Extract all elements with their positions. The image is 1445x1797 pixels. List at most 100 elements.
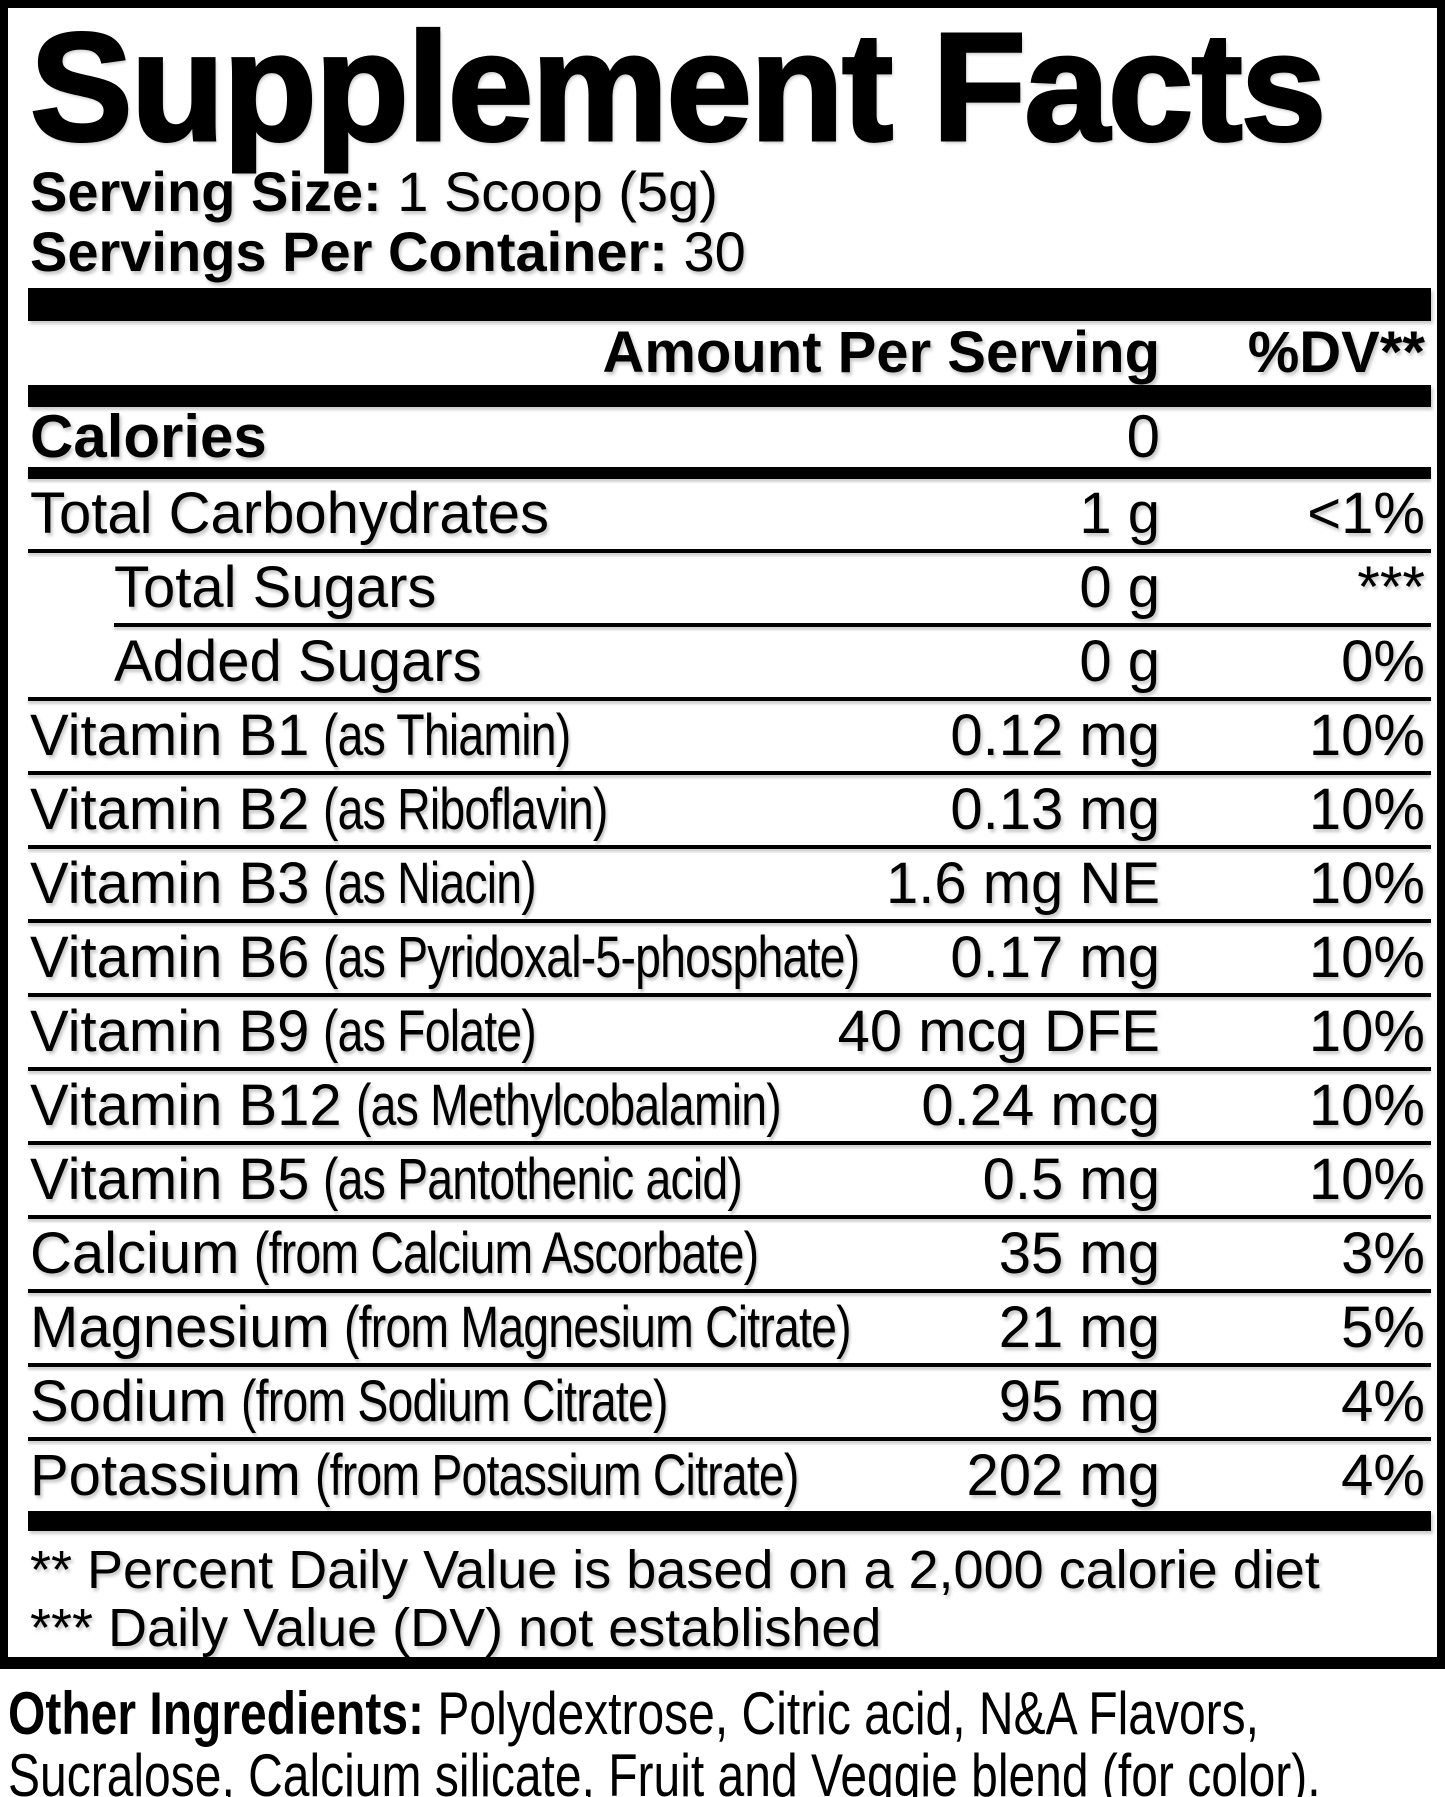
nutrient-row: Vitamin B9 (as Folate) 40 mcg DFE 10% — [8, 997, 1437, 1067]
amount-per-serving-header: Amount Per Serving — [602, 320, 1160, 385]
calories-label: Calories — [30, 403, 267, 470]
row-separator — [28, 1363, 1431, 1367]
nutrient-amount: 35 mg — [998, 1221, 1160, 1286]
nutrient-name: Vitamin B6 — [30, 925, 310, 990]
nutrient-name: Sodium — [30, 1369, 227, 1434]
nutrient-amount: 0 g — [1079, 629, 1160, 694]
nutrient-row: Total Sugars 0 g *** — [8, 553, 1437, 623]
nutrient-amount: 21 mg — [998, 1295, 1160, 1360]
other-ingredients: Other Ingredients: Polydextrose, Citric … — [0, 1669, 1445, 1797]
nutrient-name: Potassium — [30, 1443, 301, 1508]
nutrient-source-detail: (from Sodium Citrate) — [240, 1369, 668, 1434]
nutrient-source-detail: (as Niacin) — [323, 851, 537, 916]
nutrient-dv: *** — [1357, 555, 1425, 620]
footnote-dv-basis: ** Percent Daily Value is based on a 2,0… — [30, 1540, 1320, 1600]
other-ingredients-text: Polydextrose, Citric acid, N&A Flavors, … — [8, 1680, 1321, 1797]
servings-per-container-value: 30 — [683, 220, 746, 283]
row-separator — [114, 623, 1431, 627]
nutrient-row: Vitamin B3 (as Niacin) 1.6 mg NE 10% — [8, 849, 1437, 919]
nutrient-dv: 10% — [1308, 1073, 1425, 1138]
row-separator — [28, 845, 1431, 849]
serving-size-label: Serving Size: — [30, 160, 382, 223]
nutrient-row: Total Carbohydrates 1 g <1% — [8, 479, 1437, 549]
row-separator — [28, 993, 1431, 997]
nutrient-amount: 40 mcg DFE — [837, 999, 1160, 1064]
nutrient-amount: 0.5 mg — [982, 1147, 1160, 1212]
row-separator — [28, 697, 1431, 701]
nutrient-name: Calcium — [30, 1221, 240, 1286]
nutrient-dv: 0% — [1341, 629, 1425, 694]
footnote-divider-bar — [28, 1511, 1431, 1531]
nutrient-dv: 10% — [1308, 851, 1425, 916]
nutrient-name: Vitamin B1 — [30, 703, 310, 768]
nutrient-name: Vitamin B2 — [30, 777, 310, 842]
nutrient-name: Vitamin B9 — [30, 999, 310, 1064]
nutrient-row: Potassium (from Potassium Citrate) 202 mg… — [8, 1441, 1437, 1511]
nutrient-row: Vitamin B2 (as Riboflavin) 0.13 mg 10% — [8, 775, 1437, 845]
supplement-facts-panel: Supplement Facts Serving Size: 1 Scoop (… — [0, 0, 1445, 1669]
nutrient-row: Vitamin B6 (as Pyridoxal-5-phosphate) 0.1… — [8, 923, 1437, 993]
nutrient-dv: 3% — [1341, 1221, 1425, 1286]
table-header-row: Amount Per Serving %DV** — [8, 321, 1437, 385]
nutrient-source-detail: (as Pantothenic acid) — [323, 1147, 743, 1212]
nutrient-row: Vitamin B12 (as Methylcobalamin) 0.24 mcg… — [8, 1071, 1437, 1141]
other-ingredients-label: Other Ingredients: — [8, 1680, 425, 1747]
nutrient-dv: 10% — [1308, 777, 1425, 842]
nutrient-dv: <1% — [1307, 481, 1425, 546]
nutrient-amount: 0.24 mcg — [921, 1073, 1160, 1138]
nutrient-row: Vitamin B5 (as Pantothenic acid) 0.5 mg 1… — [8, 1145, 1437, 1215]
panel-title: Supplement Facts — [29, 1, 1328, 173]
nutrient-source-detail: (as Folate) — [323, 999, 537, 1064]
nutrient-name: Magnesium — [30, 1295, 330, 1360]
nutrient-row: Added Sugars 0 g 0% — [8, 627, 1437, 697]
nutrient-amount: 0.12 mg — [950, 703, 1160, 768]
nutrient-source-detail: (as Pyridoxal-5-phosphate) — [323, 925, 860, 990]
row-separator — [28, 1437, 1431, 1441]
row-separator — [28, 771, 1431, 775]
serving-size-value: 1 Scoop (5g) — [397, 160, 718, 223]
nutrient-source-detail: (as Thiamin) — [323, 703, 571, 768]
nutrient-row: Vitamin B1 (as Thiamin) 0.12 mg 10% — [8, 701, 1437, 771]
calories-row: Calories 0 — [8, 407, 1437, 467]
nutrient-row: Calcium (from Calcium Ascorbate) 35 mg 3% — [8, 1219, 1437, 1289]
nutrient-row: Magnesium (from Magnesium Citrate) 21 mg … — [8, 1293, 1437, 1363]
nutrient-row: Sodium (from Sodium Citrate) 95 mg 4% — [8, 1367, 1437, 1437]
nutrient-rows: Total Carbohydrates 1 g <1% Total Sugars… — [8, 479, 1437, 1511]
nutrient-dv: 5% — [1341, 1295, 1425, 1360]
calories-amount: 0 — [1126, 403, 1160, 470]
nutrient-name: Total Carbohydrates — [30, 481, 550, 546]
nutrient-source-detail: (as Methylcobalamin) — [355, 1073, 782, 1138]
row-separator — [28, 919, 1431, 923]
top-divider-bar — [28, 288, 1431, 321]
serving-size-line: Serving Size: 1 Scoop (5g) — [8, 162, 1437, 222]
servings-per-container-label: Servings Per Container: — [30, 220, 668, 283]
nutrient-name: Vitamin B3 — [30, 851, 310, 916]
nutrient-amount: 1.6 mg NE — [886, 851, 1160, 916]
nutrient-amount: 1 g — [1079, 481, 1160, 546]
row-separator — [28, 1289, 1431, 1293]
nutrient-source-detail: (from Calcium Ascorbate) — [253, 1221, 759, 1286]
nutrient-amount: 202 mg — [966, 1443, 1160, 1508]
nutrient-dv: 10% — [1308, 925, 1425, 990]
row-separator — [28, 1215, 1431, 1219]
percent-dv-header: %DV** — [1247, 320, 1425, 385]
nutrient-name: Added Sugars — [114, 629, 482, 694]
nutrient-dv: 10% — [1308, 999, 1425, 1064]
nutrient-amount: 0.17 mg — [950, 925, 1160, 990]
nutrient-amount: 0 g — [1079, 555, 1160, 620]
calories-divider-rule — [28, 467, 1431, 479]
servings-per-container-line: Servings Per Container: 30 — [8, 222, 1437, 282]
row-separator — [28, 1141, 1431, 1145]
nutrient-dv: 10% — [1308, 703, 1425, 768]
nutrient-dv: 4% — [1341, 1443, 1425, 1508]
nutrient-amount: 95 mg — [998, 1369, 1160, 1434]
footnote-dv-not-established: *** Daily Value (DV) not established — [30, 1598, 882, 1658]
nutrient-amount: 0.13 mg — [950, 777, 1160, 842]
nutrient-dv: 10% — [1308, 1147, 1425, 1212]
row-separator — [28, 549, 1431, 553]
nutrient-name: Total Sugars — [114, 555, 437, 620]
footnotes: ** Percent Daily Value is based on a 2,0… — [8, 1531, 1437, 1657]
nutrient-name: Vitamin B12 — [30, 1073, 342, 1138]
nutrient-dv: 4% — [1341, 1369, 1425, 1434]
nutrient-source-detail: (from Potassium Citrate) — [314, 1443, 799, 1508]
